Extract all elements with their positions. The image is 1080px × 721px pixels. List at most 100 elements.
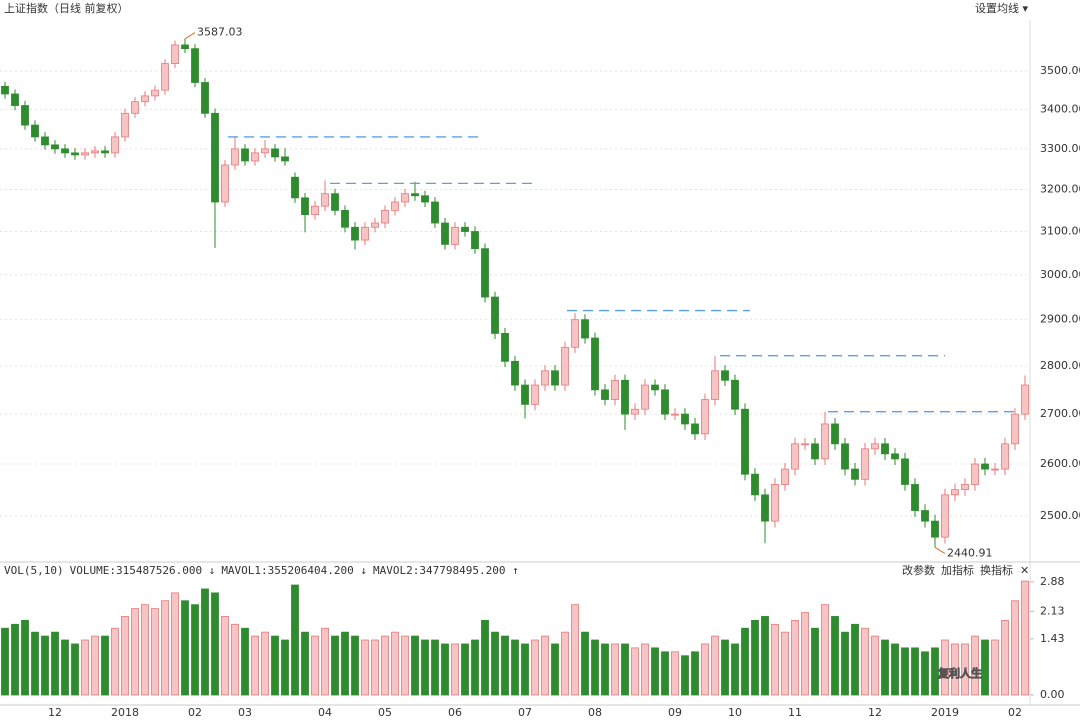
x-tick-label: 03 [238, 706, 252, 719]
volume-bar [411, 635, 419, 696]
candle-body [301, 197, 309, 215]
volume-bar [141, 604, 149, 696]
volume-bar [651, 647, 659, 696]
volume-bar [301, 631, 309, 696]
volume-bar [261, 631, 269, 696]
candle-body [701, 399, 709, 435]
candle-body [731, 379, 739, 410]
indicator-button[interactable]: 换指标 [980, 563, 1013, 577]
volume-bar [821, 604, 829, 696]
candle-body [501, 333, 509, 362]
volume-bar [171, 592, 179, 696]
candle-body [421, 195, 429, 203]
x-tick-label: 11 [788, 706, 802, 719]
y-tick-label: 2.88 [1040, 575, 1065, 588]
volume-bar [541, 635, 549, 696]
volume-bar [21, 619, 29, 696]
volume-bar [671, 651, 679, 696]
volume-bar [371, 639, 379, 696]
volume-bar [41, 635, 49, 696]
candle-body [211, 112, 219, 203]
y-tick-label: 2900.00 [1040, 313, 1080, 326]
x-tick-label: 2019 [931, 706, 959, 719]
candle-body [911, 484, 919, 511]
indicator-button[interactable]: 改参数 [902, 563, 935, 577]
candle-body [601, 389, 609, 400]
volume-bar [281, 639, 289, 696]
volume-bar [321, 627, 329, 696]
x-tick-label: 07 [518, 706, 532, 719]
volume-bar [121, 616, 129, 696]
candle-body [1011, 413, 1019, 445]
volume-bar [491, 631, 499, 696]
y-tick-label: 2.13 [1040, 604, 1065, 617]
candle-body [621, 379, 629, 415]
candle-body [721, 370, 729, 381]
volume-bar [791, 619, 799, 696]
candle-body [231, 148, 239, 166]
y-tick-label: 2800.00 [1040, 359, 1080, 372]
annotation-pointer [934, 547, 946, 554]
volume-bar [211, 592, 219, 696]
volume-bar [691, 651, 699, 696]
indicator-button[interactable]: ✕ [1020, 564, 1029, 577]
x-tick-label: 06 [448, 706, 462, 719]
volume-bar [881, 639, 889, 696]
volume-bar [631, 647, 639, 696]
candle-body [341, 209, 349, 228]
candle-body [691, 423, 699, 435]
candle-body [711, 370, 719, 400]
x-tick-label: 09 [668, 706, 682, 719]
volume-bar [731, 643, 739, 696]
candle-body [191, 48, 199, 83]
candle-body [201, 82, 209, 114]
menu-button[interactable]: 设置均线 ▾ [975, 1, 1028, 15]
volume-bar [191, 604, 199, 696]
volume-bar [761, 616, 769, 696]
indicator-button[interactable]: 加指标 [941, 563, 974, 577]
candle-body [541, 370, 549, 386]
volume-legend: VOLUME:315487526.000 ↓ [70, 564, 216, 577]
candle-body [881, 443, 889, 455]
candle-body [251, 152, 259, 162]
chart-title: 上证指数（日线 前复权） [4, 1, 129, 15]
y-tick-label: 0.00 [1040, 688, 1065, 701]
volume-bar [521, 643, 529, 696]
candle-body [101, 150, 109, 154]
candle-body [401, 193, 409, 203]
volume-bar [581, 631, 589, 696]
volume-bar [401, 635, 409, 696]
candle-body [831, 423, 839, 445]
candle-body [891, 453, 899, 460]
volume-bar [231, 623, 239, 696]
volume-legend: MAVOL2:347798495.200 ↑ [373, 564, 519, 577]
candle-body [171, 44, 179, 64]
candle-body [611, 379, 619, 400]
candle-body [321, 193, 329, 207]
volume-bar [681, 655, 689, 696]
x-tick-label: 02 [188, 706, 202, 719]
candle-body [111, 136, 119, 154]
volume-bar [271, 635, 279, 696]
volume-bar [611, 643, 619, 696]
candle-body [591, 337, 599, 391]
candle-body [571, 319, 579, 348]
candle-body [1001, 443, 1009, 470]
volume-bar [51, 631, 59, 696]
volume-bar [181, 600, 189, 696]
volume-bar [751, 619, 759, 696]
candle-body [331, 193, 339, 211]
y-tick-label: 3100.00 [1040, 225, 1080, 238]
volume-bar [341, 631, 349, 696]
candle-body [991, 468, 999, 471]
candle-body [821, 423, 829, 460]
candle-body [51, 144, 59, 150]
candle-body [781, 468, 789, 485]
candle-body [861, 448, 869, 480]
candle-body [441, 222, 449, 245]
volume-legend: VOL(5,10) [4, 564, 64, 577]
candle-body [761, 494, 769, 522]
candle-body [551, 370, 559, 386]
volume-bar [711, 635, 719, 696]
volume-bar [71, 643, 79, 696]
